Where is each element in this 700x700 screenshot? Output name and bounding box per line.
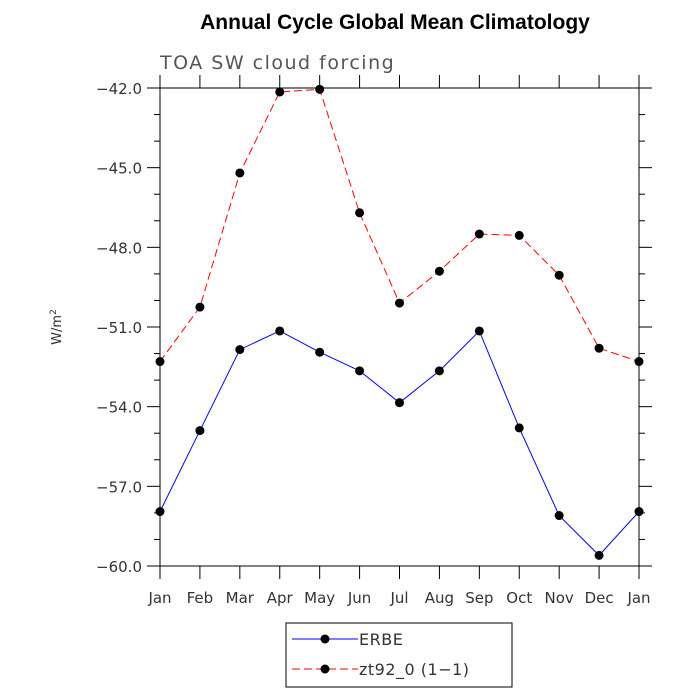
series-1-point <box>235 168 245 178</box>
series-0-point <box>275 326 285 336</box>
series-0-point <box>235 345 245 355</box>
y-tick-label: −42.0 <box>96 80 142 98</box>
y-tick-label: −54.0 <box>96 399 142 417</box>
series-0-point <box>434 366 444 376</box>
legend-box <box>285 622 513 688</box>
x-tick-label: Jan <box>147 589 171 607</box>
x-tick-label: Jan <box>626 589 650 607</box>
series-0-point <box>195 426 205 436</box>
legend: ERBE zt92_0 (1−1) <box>285 622 513 688</box>
series-0-point <box>355 366 365 376</box>
series-layer <box>155 84 644 560</box>
series-0-point <box>594 550 604 560</box>
y-axis-label: W/m2 <box>49 309 65 345</box>
series-1-point <box>434 266 444 276</box>
series-1-point <box>554 270 564 280</box>
x-tick-label: Jul <box>389 589 408 607</box>
series-1-point <box>395 298 404 308</box>
x-tick-label: Nov <box>545 589 574 607</box>
x-tick-label: Apr <box>267 589 294 607</box>
y-tick-label: −60.0 <box>96 558 142 576</box>
x-tick-label: Aug <box>425 589 454 607</box>
y-axis-label-unit: W/m <box>50 315 65 345</box>
y-tick-label: −45.0 <box>96 160 142 178</box>
axis-ticks <box>147 75 652 579</box>
chart-title: Annual Cycle Global Mean Climatology <box>200 11 590 34</box>
legend-zt92-marker <box>320 664 330 674</box>
series-line-0 <box>159 330 640 557</box>
x-tick-label: Oct <box>506 589 532 607</box>
y-tick-label: −57.0 <box>96 478 142 496</box>
x-tick-labels: Jan Feb Mar Apr May Jun Jul Aug Sep Oct Nov Dec Jan <box>147 589 650 607</box>
x-tick-label: Sep <box>465 589 493 607</box>
plot-frame <box>159 87 640 567</box>
series-1-point <box>514 230 524 240</box>
series-0-point <box>315 347 325 357</box>
x-tick-label: Jun <box>347 589 371 607</box>
series-1-point <box>474 229 484 239</box>
y-tick-label: −51.0 <box>96 319 142 337</box>
x-tick-label: Feb <box>187 589 214 607</box>
series-line-1 <box>159 88 640 362</box>
legend-erbe-marker <box>320 634 330 644</box>
series-1-point <box>594 343 604 353</box>
x-tick-label: Mar <box>226 589 255 607</box>
chart-subtitle: TOA SW cloud forcing <box>159 52 395 74</box>
series-0-point <box>395 398 404 408</box>
y-axis-label-superscript: 2 <box>49 309 59 315</box>
series-0-point <box>474 326 484 336</box>
series-1-point <box>315 84 325 94</box>
series-0-point <box>554 511 564 521</box>
x-tick-label: May <box>304 589 335 607</box>
series-1-point <box>275 87 285 97</box>
series-1-point <box>355 208 365 218</box>
series-0-point <box>514 423 524 433</box>
x-tick-label: Dec <box>585 589 614 607</box>
y-tick-labels: −42.0 −45.0 −48.0 −51.0 −54.0 −57.0 −60.0 <box>96 80 142 576</box>
legend-zt92-label: zt92_0 (1−1) <box>359 660 470 680</box>
y-tick-label: −48.0 <box>96 239 142 257</box>
series-1-point <box>195 302 205 312</box>
legend-erbe-label: ERBE <box>359 630 403 649</box>
